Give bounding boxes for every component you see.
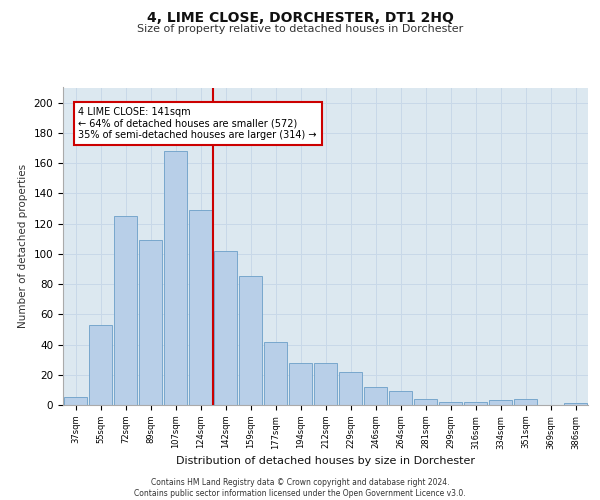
Bar: [239, 276, 262, 405]
Bar: [189, 210, 212, 405]
Bar: [64, 398, 87, 405]
Bar: [89, 325, 112, 405]
Bar: [464, 402, 487, 405]
Bar: [364, 387, 387, 405]
Bar: [289, 362, 312, 405]
Bar: [314, 362, 337, 405]
Bar: [214, 251, 237, 405]
X-axis label: Distribution of detached houses by size in Dorchester: Distribution of detached houses by size …: [176, 456, 475, 466]
Bar: [414, 399, 437, 405]
Bar: [164, 151, 187, 405]
Text: Contains HM Land Registry data © Crown copyright and database right 2024.
Contai: Contains HM Land Registry data © Crown c…: [134, 478, 466, 498]
Y-axis label: Number of detached properties: Number of detached properties: [18, 164, 28, 328]
Text: 4, LIME CLOSE, DORCHESTER, DT1 2HQ: 4, LIME CLOSE, DORCHESTER, DT1 2HQ: [146, 11, 454, 25]
Bar: [389, 392, 412, 405]
Text: Size of property relative to detached houses in Dorchester: Size of property relative to detached ho…: [137, 24, 463, 34]
Bar: [564, 404, 587, 405]
Bar: [114, 216, 137, 405]
Bar: [514, 399, 537, 405]
Bar: [489, 400, 512, 405]
Bar: [439, 402, 462, 405]
Bar: [139, 240, 162, 405]
Bar: [339, 372, 362, 405]
Bar: [264, 342, 287, 405]
Text: 4 LIME CLOSE: 141sqm
← 64% of detached houses are smaller (572)
35% of semi-deta: 4 LIME CLOSE: 141sqm ← 64% of detached h…: [79, 107, 317, 140]
